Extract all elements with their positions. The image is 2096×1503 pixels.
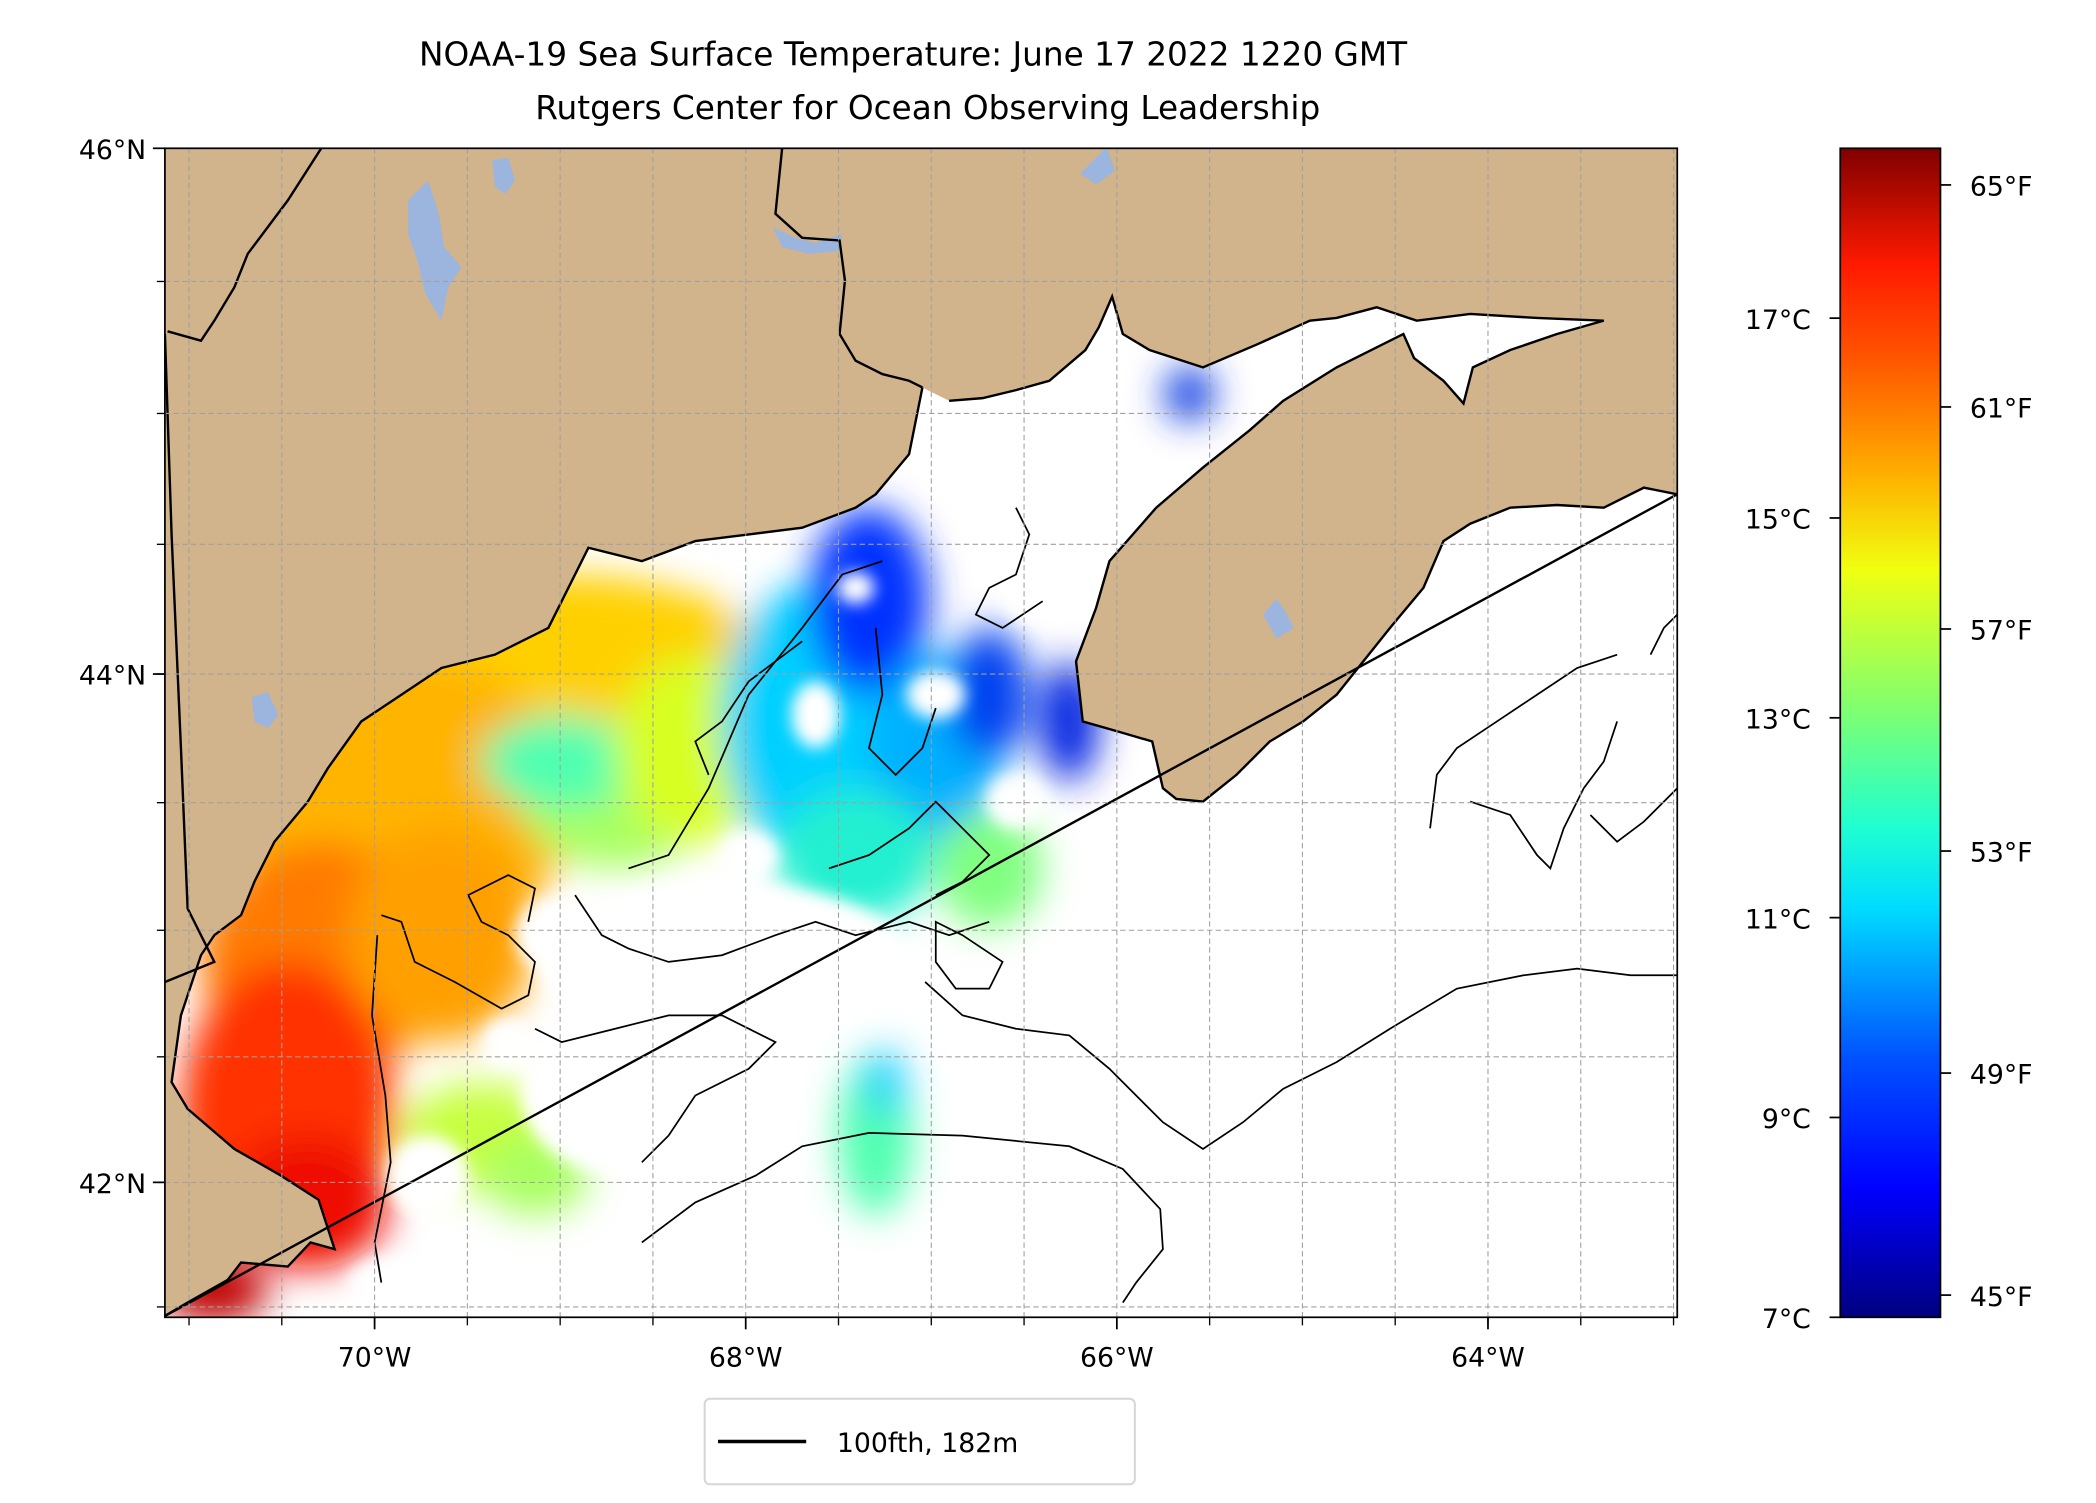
- colorbar-celsius-label: 7°C: [1762, 1304, 1811, 1335]
- chart-subtitle: Rutgers Center for Ocean Observing Leade…: [535, 89, 1320, 127]
- colorbar: 7°C 9°C 11°C 13°C 15°C 17°C 45°F 49°F 53°F 57°F 61…: [1745, 147, 2033, 1335]
- colorbar-celsius-label: 11°C: [1745, 904, 1811, 935]
- colorbar-celsius-label: 17°C: [1745, 305, 1811, 336]
- colorbar-gradient: [1839, 147, 1942, 1319]
- y-tick-label: 46°N: [79, 135, 146, 166]
- legend-box: [703, 1397, 1136, 1486]
- legend: 100fth, 182m: [703, 1397, 1136, 1486]
- border-line: [167, 148, 323, 343]
- axis-ticks: 70°W 68°W 66°W 64°W 46°N 44°N 42°N: [79, 135, 1675, 1374]
- bathymetry-contours-100fth: [371, 507, 1678, 1304]
- x-tick-label: 66°W: [1080, 1343, 1154, 1374]
- lakes: [251, 148, 1294, 729]
- colorbar-fahrenheit-label: 53°F: [1970, 838, 2033, 869]
- legend-label: 100fth, 182m: [837, 1428, 1018, 1459]
- x-tick-label: 68°W: [709, 1343, 783, 1374]
- coastline: [164, 293, 1678, 1318]
- colorbar-fahrenheit-label: 57°F: [1970, 616, 2033, 647]
- border-line: [774, 148, 923, 389]
- colorbar-fahrenheit-label: 65°F: [1970, 172, 2033, 203]
- border-line: [164, 333, 216, 984]
- x-tick-label: 64°W: [1451, 1343, 1525, 1374]
- map-frame: [164, 147, 1679, 1319]
- y-tick-label: 42°N: [79, 1169, 146, 1200]
- colorbar-fahrenheit-label: 61°F: [1970, 394, 2033, 425]
- colorbar-celsius-label: 15°C: [1745, 505, 1811, 536]
- colorbar-celsius-label: 9°C: [1762, 1104, 1811, 1135]
- colorbar-fahrenheit-label: 49°F: [1970, 1060, 2033, 1091]
- colorbar-celsius-label: 13°C: [1745, 704, 1811, 735]
- y-tick-label: 44°N: [79, 661, 146, 692]
- map-plot-area: [164, 148, 1678, 1318]
- gridlines: [164, 148, 1678, 1318]
- chart-title: NOAA-19 Sea Surface Temperature: June 17…: [419, 35, 1408, 73]
- colorbar-fahrenheit-label: 45°F: [1970, 1282, 2033, 1313]
- x-tick-label: 70°W: [338, 1343, 412, 1374]
